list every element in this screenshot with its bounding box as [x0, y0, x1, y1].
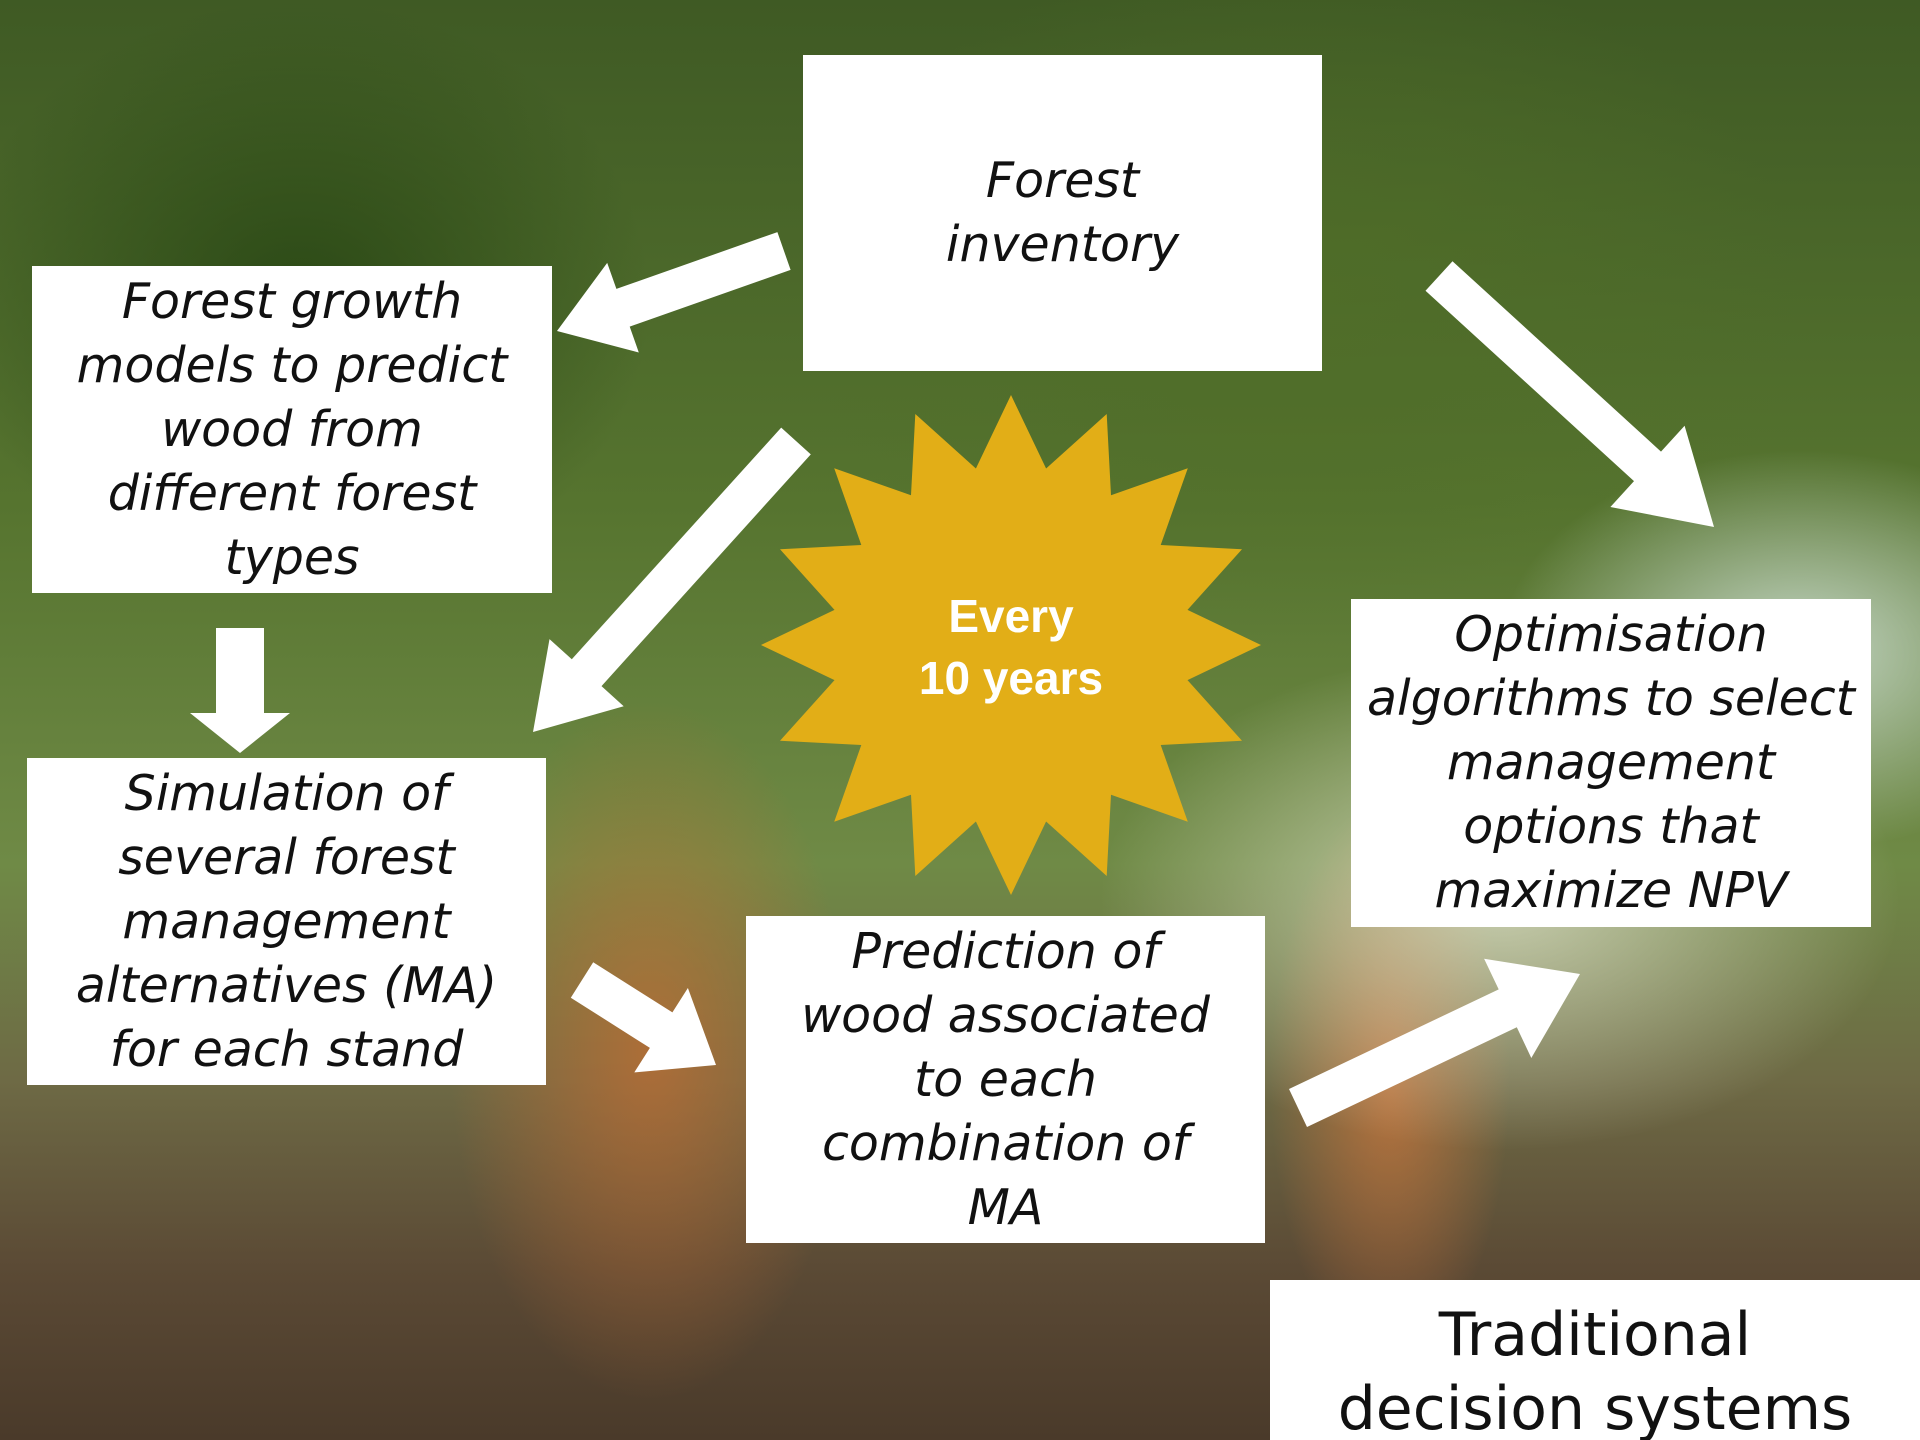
text-line: Prediction of — [851, 920, 1159, 984]
text-line: Traditional — [1270, 1298, 1920, 1372]
text-line: algorithms to select — [1367, 667, 1855, 731]
text-line: Forest growth — [122, 270, 462, 334]
text-line: options that — [1463, 795, 1759, 859]
slide: Forestinventory Forest growthmodels to p… — [0, 0, 1920, 1440]
text-line: decision systems — [1270, 1372, 1920, 1440]
text-line: 10 years — [861, 647, 1161, 709]
text-line: different forest — [108, 462, 477, 526]
text-line: types — [225, 526, 360, 590]
text-line: to each — [914, 1048, 1097, 1112]
text-line: Simulation of — [125, 762, 449, 826]
text-line: several forest — [118, 826, 454, 890]
text-line: combination of — [822, 1112, 1189, 1176]
text-line: management — [122, 890, 450, 954]
arrow — [1426, 261, 1715, 527]
arrow — [190, 628, 290, 753]
text-line: Every — [861, 585, 1161, 647]
text-line: Forest — [986, 149, 1139, 213]
arrow — [1289, 959, 1580, 1127]
text-line: models to predict — [77, 334, 508, 398]
text-line: wood associated — [801, 984, 1210, 1048]
text-line: alternatives (MA) — [76, 954, 497, 1018]
arrow — [571, 962, 716, 1072]
text-line: Optimisation — [1454, 603, 1767, 667]
text-line: wood from — [161, 398, 423, 462]
text-line: management — [1447, 731, 1775, 795]
arrow — [533, 428, 811, 732]
text-line: for each stand — [110, 1018, 464, 1082]
arrow — [557, 232, 791, 352]
text-line: MA — [968, 1176, 1044, 1240]
text-line: maximize NPV — [1435, 859, 1788, 923]
text-line: inventory — [946, 213, 1179, 277]
